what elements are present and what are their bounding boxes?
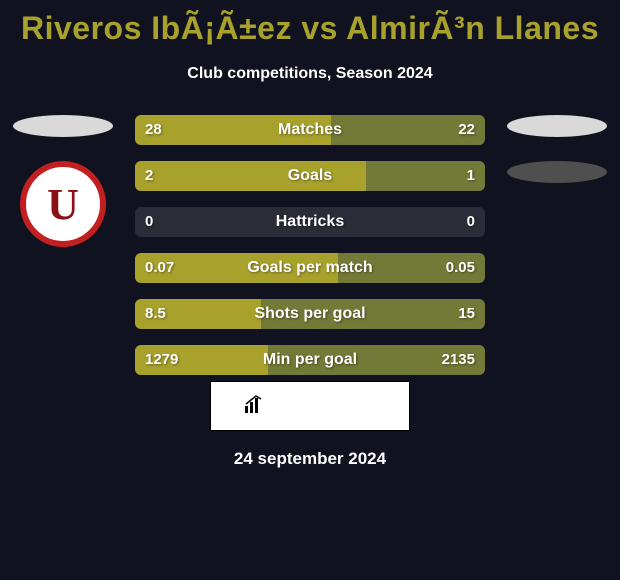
stat-label: Min per goal — [135, 345, 485, 375]
stat-row: 00Hattricks — [135, 207, 485, 237]
chart-icon — [244, 394, 264, 419]
date-text: 24 september 2024 — [0, 449, 620, 469]
left-player-photo-placeholder — [13, 115, 113, 137]
stat-row: 0.070.05Goals per match — [135, 253, 485, 283]
right-club-badge-placeholder — [507, 161, 607, 183]
subtitle: Club competitions, Season 2024 — [0, 65, 620, 83]
right-player-column — [502, 115, 612, 207]
page-title: Riveros IbÃ¡Ã±ez vs AlmirÃ³n Llanes — [0, 0, 620, 47]
comparison-infographic: Riveros IbÃ¡Ã±ez vs AlmirÃ³n Llanes Club… — [0, 0, 620, 580]
stat-bars: 2822Matches 21Goals 00Hattricks 0.070.05Goa… — [135, 115, 485, 391]
stat-label: Matches — [135, 115, 485, 145]
stat-row: 8.515Shots per goal — [135, 299, 485, 329]
left-club-badge: U — [20, 161, 106, 247]
left-club-badge-letter: U — [47, 179, 79, 230]
stat-label: Goals — [135, 161, 485, 191]
stat-row: 21Goals — [135, 161, 485, 191]
left-player-column: U — [8, 115, 118, 247]
stat-label: Shots per goal — [135, 299, 485, 329]
stat-row: 12792135Min per goal — [135, 345, 485, 375]
attribution-text: FcTables.com — [270, 397, 376, 415]
stat-row: 2822Matches — [135, 115, 485, 145]
compare-area: U 2822Matches 21Goals 00Hattricks 0.070.05G… — [0, 115, 620, 375]
stat-label: Hattricks — [135, 207, 485, 237]
stat-label: Goals per match — [135, 253, 485, 283]
right-player-photo-placeholder — [507, 115, 607, 137]
